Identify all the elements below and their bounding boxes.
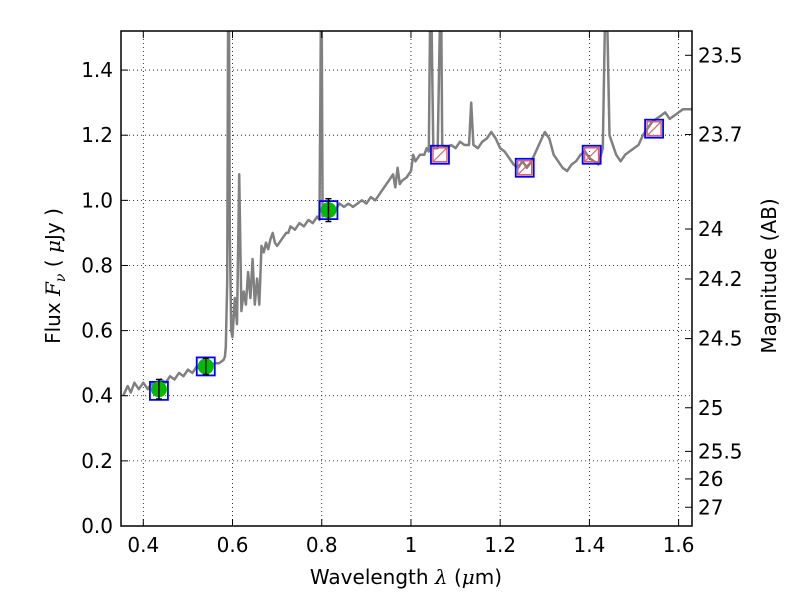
plot-frame [120, 30, 693, 527]
y-tick-label: 1.4 [81, 58, 113, 82]
synthetic-flux-box [430, 144, 450, 165]
model-spectrum-line [122, 31, 692, 397]
model-flux-marker [432, 147, 448, 163]
magnitude-tick-label: 24 [698, 217, 723, 241]
x-tick-label: 1 [405, 533, 418, 557]
model-flux-diagonal [432, 147, 448, 163]
x-tick-label: 0.6 [217, 533, 249, 557]
axis-ticks: 0.4 0.6 0.8 1 1.2 1.4 1.6 0.0 0.2 0.4 0.6 0.8 1.0 1.2… [81, 31, 743, 557]
y-axis-title: Flux Fν ( μJy ) [41, 208, 69, 344]
magnitude-tick-label: 25 [698, 396, 723, 420]
magnitude-tick-label: 27 [698, 495, 723, 519]
model-flux-marker [583, 147, 600, 163]
model-flux-marker [516, 160, 533, 176]
model-flux-diagonal [646, 121, 662, 137]
synthetic-flux-box [514, 157, 535, 178]
y2-axis-title: Magnitude (AB) [757, 198, 781, 353]
spectrum-layer [122, 31, 692, 397]
y-tick-label: 0.2 [81, 449, 113, 473]
y-tick-label: 0.8 [81, 253, 113, 277]
x-axis-title: Wavelength λ (μm) [310, 565, 502, 589]
synthetic-flux-box [581, 144, 602, 165]
magnitude-tick-label: 24.5 [698, 327, 743, 351]
y-tick-label: 0.4 [81, 384, 113, 408]
synthetic-flux-box [644, 118, 664, 139]
y-tick-label: 1.2 [81, 123, 113, 147]
x-tick-label: 1.2 [484, 533, 516, 557]
y-tick-label: 0.6 [81, 319, 113, 343]
x-tick-label: 0.4 [127, 533, 159, 557]
model-flux-diagonal [584, 147, 600, 163]
x-tick-label: 1.4 [573, 533, 605, 557]
photometry-markers [149, 118, 664, 401]
y-tick-label: 0.0 [81, 514, 113, 538]
magnitude-tick-label: 24.2 [698, 267, 743, 291]
model-flux-marker [646, 120, 662, 137]
grid-lines [121, 31, 692, 527]
x-tick-label: 1.6 [663, 533, 695, 557]
x-tick-label: 0.8 [306, 533, 338, 557]
y-tick-label: 1.0 [81, 188, 113, 212]
magnitude-tick-label: 23.7 [698, 122, 743, 146]
magnitude-tick-label: 23.5 [698, 43, 743, 67]
magnitude-tick-label: 25.5 [698, 439, 743, 463]
synthetic-flux-box [195, 356, 216, 377]
model-flux-diagonal [517, 160, 533, 176]
magnitude-tick-label: 26 [698, 467, 723, 491]
